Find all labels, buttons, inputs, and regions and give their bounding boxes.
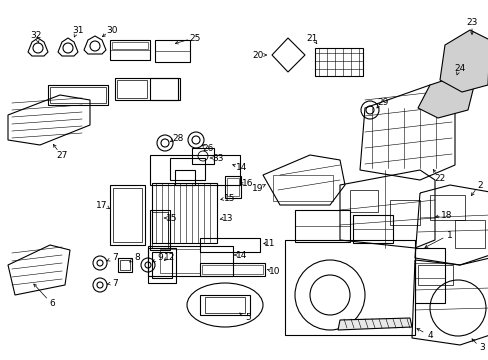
Text: 32: 32 [30, 31, 41, 40]
Bar [152, 252, 172, 278]
Bar [349, 190, 377, 212]
Text: 1: 1 [446, 230, 452, 239]
Text: 17: 17 [96, 201, 107, 210]
Polygon shape [337, 318, 411, 330]
Bar [152, 183, 217, 243]
Bar [148, 248, 176, 283]
Bar [117, 80, 147, 98]
Bar [192, 148, 214, 164]
Text: 28: 28 [172, 134, 183, 143]
Text: 26: 26 [202, 144, 213, 153]
Text: 20: 20 [252, 50, 263, 59]
Bar [204, 297, 244, 313]
Text: 13: 13 [222, 213, 233, 222]
Bar [50, 87, 106, 103]
Bar [113, 188, 142, 242]
Text: 7: 7 [112, 279, 118, 288]
Text: 11: 11 [264, 239, 275, 248]
Bar [118, 258, 132, 272]
Text: 33: 33 [212, 153, 224, 162]
Text: 9: 9 [157, 253, 163, 262]
Bar [429, 195, 464, 220]
Bar [389, 200, 419, 225]
Polygon shape [417, 75, 474, 118]
Text: 14: 14 [236, 251, 247, 260]
Text: 5: 5 [244, 314, 250, 323]
Bar [200, 295, 249, 315]
Bar [115, 78, 180, 100]
Bar [414, 248, 444, 303]
Text: 2: 2 [476, 180, 482, 189]
Text: 25: 25 [189, 33, 200, 42]
Text: 31: 31 [72, 26, 83, 35]
Bar [175, 170, 195, 185]
Text: 15: 15 [224, 194, 235, 202]
Bar [160, 249, 200, 273]
Text: 22: 22 [433, 174, 445, 183]
Bar [352, 215, 392, 243]
Bar [272, 175, 332, 201]
Bar [152, 212, 168, 248]
Text: 16: 16 [242, 179, 253, 188]
Bar [110, 185, 145, 245]
Bar [150, 210, 170, 250]
Bar [170, 158, 204, 180]
Text: 3: 3 [478, 343, 484, 352]
Bar [417, 265, 452, 285]
Text: 8: 8 [134, 253, 140, 262]
Bar [202, 265, 263, 274]
Bar [294, 210, 349, 242]
Bar [150, 155, 240, 185]
Bar [224, 176, 241, 198]
Text: 7: 7 [112, 253, 118, 262]
Bar [314, 48, 362, 76]
Bar [200, 238, 260, 252]
Text: 15: 15 [166, 213, 177, 222]
Text: 14: 14 [236, 162, 247, 171]
Bar [120, 260, 130, 270]
Polygon shape [439, 30, 488, 92]
Bar [200, 263, 264, 276]
Bar [454, 220, 484, 248]
Bar [226, 178, 239, 196]
Text: 10: 10 [269, 266, 280, 275]
Text: 24: 24 [453, 63, 465, 72]
Text: 12: 12 [164, 252, 175, 261]
Bar [155, 40, 190, 62]
Text: 4: 4 [427, 330, 432, 339]
Text: 29: 29 [377, 98, 388, 107]
Bar [110, 40, 150, 60]
Bar [148, 246, 232, 276]
Text: 21: 21 [305, 33, 317, 42]
Text: 19: 19 [252, 184, 263, 193]
Bar [112, 42, 148, 49]
Text: 6: 6 [49, 298, 55, 307]
Bar [285, 240, 414, 335]
Bar [150, 78, 178, 100]
Text: 30: 30 [106, 26, 118, 35]
Text: 23: 23 [466, 18, 477, 27]
Text: 27: 27 [56, 150, 67, 159]
Bar [48, 85, 108, 105]
Text: 18: 18 [440, 211, 452, 220]
